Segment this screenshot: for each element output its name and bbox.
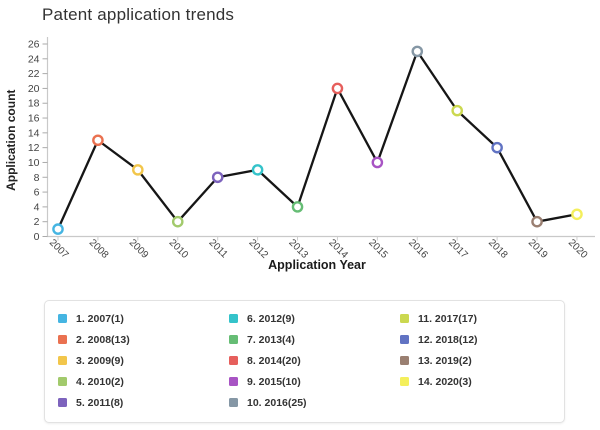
x-axis-tick-label: 2018 xyxy=(486,237,510,261)
legend-color-swatch xyxy=(229,335,238,344)
legend-item-label: 2. 2008(13) xyxy=(76,333,130,346)
legend-item[interactable]: 11. 2017(17) xyxy=(400,312,477,325)
data-point-marker-2012[interactable] xyxy=(251,164,264,176)
legend-item-label: 14. 2020(3) xyxy=(418,375,472,388)
data-point-marker-2013[interactable] xyxy=(291,201,304,213)
legend-color-swatch xyxy=(58,398,67,407)
x-axis-tick-label: 2007 xyxy=(47,237,71,261)
trend-line xyxy=(56,50,579,231)
legend-item-label: 8. 2014(20) xyxy=(247,354,301,367)
data-point-marker-2020[interactable] xyxy=(571,208,583,221)
x-axis-tick-label: 2016 xyxy=(406,237,430,261)
legend-item[interactable]: 12. 2018(12) xyxy=(400,333,478,346)
y-axis-tick-label: 4 xyxy=(34,201,40,213)
legend-item[interactable]: 10. 2016(25) xyxy=(229,396,307,409)
y-axis-tick-label: 26 xyxy=(28,39,40,51)
legend-item[interactable]: 13. 2019(2) xyxy=(400,354,472,367)
y-axis-tick-label: 24 xyxy=(28,53,40,65)
data-point-marker-2014[interactable] xyxy=(331,82,344,95)
y-axis-tick-label: 6 xyxy=(34,187,40,199)
legend-color-swatch xyxy=(58,314,67,323)
legend-item[interactable]: 5. 2011(8) xyxy=(58,396,123,409)
legend-item[interactable]: 8. 2014(20) xyxy=(229,354,301,367)
y-axis-tick-label: 10 xyxy=(28,157,40,169)
data-point-marker-2009[interactable] xyxy=(132,164,144,176)
legend-color-swatch xyxy=(229,314,238,323)
y-axis-title: Application count xyxy=(4,90,18,191)
legend-color-swatch xyxy=(400,377,409,386)
legend-color-swatch xyxy=(229,377,238,386)
legend-color-swatch xyxy=(400,335,409,344)
legend-item-label: 5. 2011(8) xyxy=(76,396,124,409)
legend-item[interactable]: 3. 2009(9) xyxy=(58,354,124,367)
y-axis-tick-label: 12 xyxy=(28,142,40,154)
legend-item-label: 4. 2010(2) xyxy=(76,375,124,388)
data-point-marker-2017[interactable] xyxy=(451,104,464,117)
y-axis-tick-label: 22 xyxy=(28,68,40,80)
legend-item[interactable]: 9. 2015(10) xyxy=(229,375,301,388)
legend-color-swatch xyxy=(58,335,67,344)
legend-item[interactable]: 2. 2008(13) xyxy=(58,333,130,346)
legend-color-swatch xyxy=(229,356,238,365)
legend-item[interactable]: 7. 2013(4) xyxy=(229,333,295,346)
x-axis-tick-label: 2012 xyxy=(246,237,270,261)
legend-item-label: 13. 2019(2) xyxy=(418,354,472,367)
legend-item-label: 7. 2013(4) xyxy=(247,333,295,346)
data-point-marker-2010[interactable] xyxy=(171,215,184,228)
legend-item-label: 11. 2017(17) xyxy=(418,312,477,325)
legend-color-swatch xyxy=(400,314,409,323)
x-axis-tick-label: 2008 xyxy=(87,237,111,261)
legend-item[interactable]: 1. 2007(1) xyxy=(58,312,124,325)
y-axis-tick-label: 20 xyxy=(28,83,40,95)
data-point-marker-2019[interactable] xyxy=(531,215,543,228)
x-axis-title: Application Year xyxy=(268,258,366,272)
x-axis-tick-label: 2017 xyxy=(446,237,470,261)
legend-color-swatch xyxy=(58,377,67,386)
y-axis-tick-label: 14 xyxy=(28,127,40,139)
x-axis-tick-label: 2011 xyxy=(207,237,230,260)
legend-item-label: 10. 2016(25) xyxy=(247,396,307,409)
data-point-marker-2015[interactable] xyxy=(371,156,384,169)
data-point-marker-2011[interactable] xyxy=(211,171,224,184)
data-point-marker-2007[interactable] xyxy=(52,223,64,235)
legend-item-label: 6. 2012(9) xyxy=(247,312,295,325)
x-axis-tick-label: 2015 xyxy=(366,237,390,261)
legend-item[interactable]: 14. 2020(3) xyxy=(400,375,472,388)
x-axis-tick-label: 2019 xyxy=(526,237,550,261)
data-point-marker-2018[interactable] xyxy=(491,141,503,154)
legend-item[interactable]: 4. 2010(2) xyxy=(58,375,124,388)
x-axis-tick-label: 2009 xyxy=(127,237,151,261)
y-axis-tick-label: 2 xyxy=(34,216,40,228)
y-axis-tick-label: 16 xyxy=(28,113,40,125)
legend-item-label: 9. 2015(10) xyxy=(247,375,301,388)
legend-item-label: 3. 2009(9) xyxy=(76,354,124,367)
chart-legend: 1. 2007(1) 2. 2008(13) 3. 2009(9) 4. 2010(2… xyxy=(44,300,565,423)
x-axis-tick-label: 2010 xyxy=(167,237,191,261)
legend-item-label: 12. 2018(12) xyxy=(418,333,478,346)
legend-color-swatch xyxy=(58,356,67,365)
chart-title: Patent application trends xyxy=(42,5,235,24)
x-axis-tick-label: 2020 xyxy=(566,237,590,261)
data-point-marker-2016[interactable] xyxy=(411,45,424,58)
legend-item[interactable]: 6. 2012(9) xyxy=(229,312,295,325)
y-axis-tick-label: 8 xyxy=(34,172,40,184)
legend-item-label: 1. 2007(1) xyxy=(76,312,124,325)
legend-color-swatch xyxy=(229,398,238,407)
data-point-marker-2008[interactable] xyxy=(92,134,104,147)
y-axis-tick-label: 0 xyxy=(34,231,40,243)
y-axis-tick-label: 18 xyxy=(28,98,40,110)
legend-color-swatch xyxy=(400,356,409,365)
